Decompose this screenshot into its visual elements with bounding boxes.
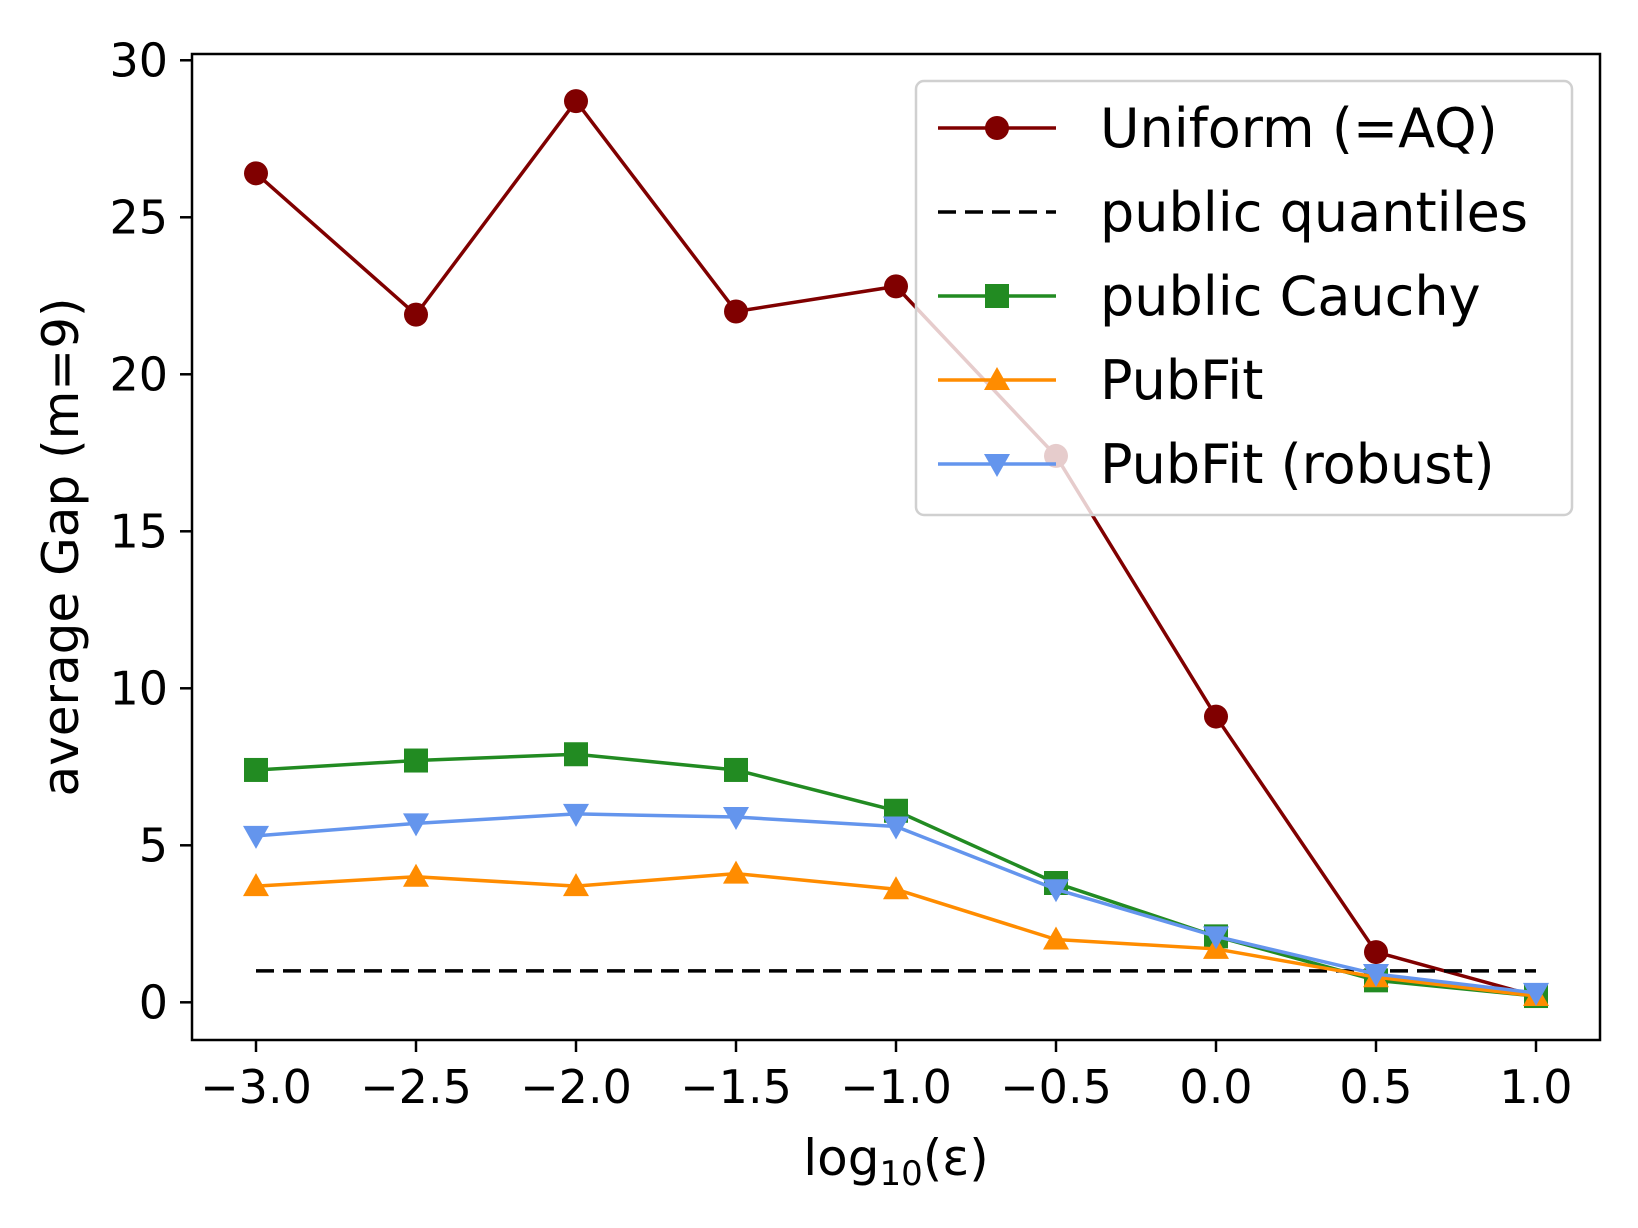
y-tick-label: 30 (109, 33, 168, 87)
legend-marker (985, 284, 1009, 308)
x-tick-label: −0.5 (1000, 1060, 1112, 1114)
data-point (883, 816, 909, 840)
data-point (723, 860, 749, 884)
data-point (404, 302, 428, 327)
legend-label: Uniform (=AQ) (1100, 97, 1498, 160)
data-point (563, 873, 589, 897)
legend: Uniform (=AQ) public quantiles public Cauc… (914, 79, 1574, 517)
x-tick-label: 0.5 (1339, 1060, 1412, 1114)
data-point (243, 873, 269, 897)
data-point (564, 742, 588, 767)
data-point (1523, 982, 1549, 1006)
data-point (403, 813, 429, 837)
legend-marker (984, 367, 1010, 390)
data-point (1043, 926, 1069, 950)
data-point (1203, 926, 1229, 950)
data-point (884, 274, 908, 299)
y-tick-label: 10 (109, 661, 168, 715)
y-tick-label: 15 (109, 504, 168, 558)
x-axis-label-prefix: log (803, 1129, 879, 1187)
data-point (243, 825, 269, 849)
x-tick-label: −1.0 (840, 1060, 952, 1114)
legend-item: PubFit (robust) (938, 433, 1495, 496)
data-point (563, 803, 589, 827)
x-tick-label: −2.0 (520, 1060, 632, 1114)
data-point (244, 161, 268, 186)
x-tick-label: −1.5 (680, 1060, 792, 1114)
x-axis-label-subscript: 10 (879, 1154, 922, 1194)
series-pubfit-robust (243, 803, 1549, 1006)
legend-item: PubFit (938, 349, 1263, 412)
data-point (1363, 964, 1389, 988)
x-axis-label: log10(ε) (803, 1129, 989, 1194)
y-tick-label: 5 (139, 818, 168, 872)
data-point (564, 89, 588, 114)
y-tick-label: 25 (109, 190, 168, 244)
y-tick-label: 20 (109, 347, 168, 401)
data-point (403, 863, 429, 887)
x-axis-label-suffix: (ε) (923, 1129, 989, 1187)
x-tick-label: 1.0 (1499, 1060, 1572, 1114)
data-point (244, 757, 268, 782)
legend-item: public quantiles (938, 181, 1528, 244)
legend-label: PubFit (1100, 349, 1263, 412)
x-tick-label: 0.0 (1179, 1060, 1252, 1114)
plot-frame (190, 52, 1602, 1042)
x-tick-label: −2.5 (360, 1060, 472, 1114)
legend-label: public quantiles (1100, 181, 1528, 244)
data-point (1204, 704, 1228, 729)
legend-box (914, 79, 1574, 517)
data-point (404, 748, 428, 773)
x-tick-label: −3.0 (200, 1060, 312, 1114)
legend-label: public Cauchy (1100, 265, 1481, 328)
y-axis-label: average Gap (m=9) (32, 297, 90, 796)
data-point (724, 757, 748, 782)
data-point (883, 876, 909, 900)
data-point (1364, 940, 1388, 965)
data-point (724, 299, 748, 324)
legend-item: public Cauchy (938, 265, 1481, 328)
legend-marker (985, 116, 1009, 140)
ticks-layer: −3.0 −2.5 −2.0 −1.5 −1.0 −0.5 0.0 0.5 1.0 0 5 10 15 2… (109, 33, 1572, 1114)
y-tick-label: 0 (139, 975, 168, 1029)
legend-label: PubFit (robust) (1100, 433, 1495, 496)
legend-marker (984, 454, 1010, 477)
data-point (723, 807, 749, 831)
data-point (1043, 879, 1069, 903)
legend-item: Uniform (=AQ) (938, 97, 1498, 160)
